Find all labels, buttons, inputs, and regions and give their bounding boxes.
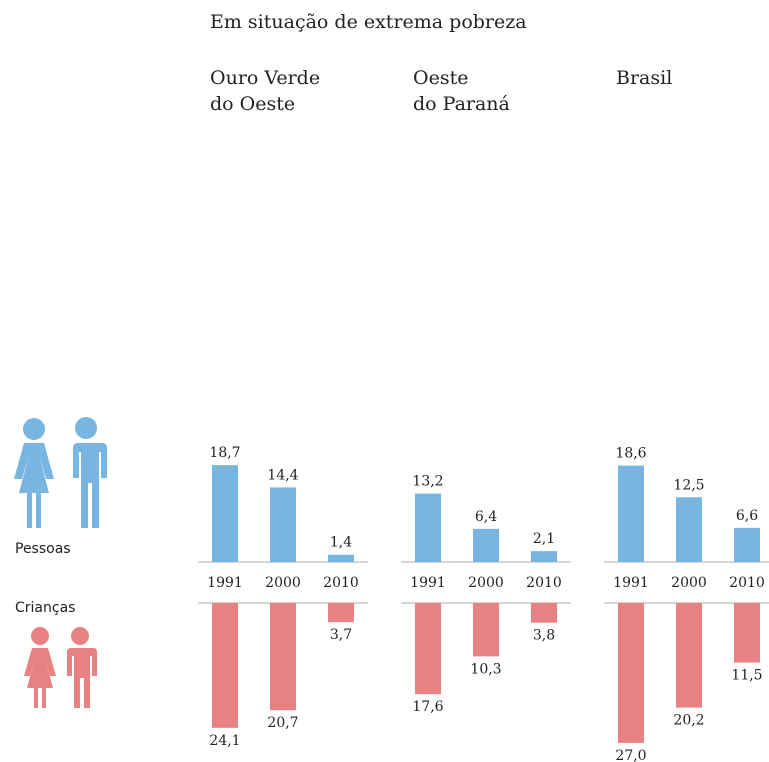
x-tick-label: 2010 [729, 575, 765, 591]
legend-label: Crianças [15, 600, 75, 616]
bar [676, 603, 702, 708]
x-tick-label: 1991 [410, 575, 446, 591]
value-label: 20,7 [267, 715, 298, 731]
bar [328, 554, 354, 562]
value-label: 11,5 [731, 668, 762, 684]
value-label: 6,4 [475, 509, 497, 525]
panel-title: do Oeste [210, 93, 295, 115]
bar [212, 465, 238, 562]
bar [734, 603, 760, 663]
value-label: 20,2 [673, 713, 704, 729]
x-tick-label: 2010 [526, 575, 562, 591]
bar [618, 603, 644, 743]
x-tick-label: 1991 [207, 575, 243, 591]
value-label: 27,0 [615, 748, 646, 762]
child-icons [24, 627, 97, 708]
bar [618, 465, 644, 562]
legend-label: Pessoas [15, 541, 71, 557]
adult-icons [14, 417, 107, 528]
panel-title: Ouro Verde [210, 67, 320, 89]
bar [531, 551, 557, 562]
chart-title: Em situação de extrema pobreza [210, 11, 527, 33]
bar [531, 603, 557, 623]
bar [473, 603, 499, 657]
x-tick-label: 2010 [323, 575, 359, 591]
icons [14, 417, 107, 708]
value-label: 14,4 [267, 467, 298, 483]
bar [270, 603, 296, 711]
value-label: 3,8 [533, 628, 555, 644]
panel-title: Oeste [413, 67, 468, 89]
value-label: 12,5 [673, 477, 704, 493]
bar [415, 603, 441, 695]
value-label: 24,1 [209, 733, 240, 749]
value-label: 1,4 [330, 535, 352, 551]
bar [212, 603, 238, 728]
bar [473, 528, 499, 562]
bar [734, 527, 760, 562]
value-label: 2,1 [533, 531, 555, 547]
bar [676, 497, 702, 562]
bar [328, 603, 354, 623]
panel-title: Brasil [616, 67, 672, 89]
value-label: 10,3 [470, 661, 501, 677]
value-label: 3,7 [330, 627, 352, 643]
value-label: 18,6 [615, 446, 646, 462]
x-tick-label: 2000 [671, 575, 707, 591]
value-label: 13,2 [412, 474, 443, 490]
value-label: 18,7 [209, 445, 240, 461]
panel-title: do Paraná [413, 93, 510, 115]
value-label: 17,6 [412, 699, 443, 715]
bar [270, 487, 296, 562]
value-label: 6,6 [736, 508, 758, 524]
x-tick-label: 2000 [468, 575, 504, 591]
bar [415, 493, 441, 562]
x-tick-label: 2000 [265, 575, 301, 591]
x-tick-label: 1991 [613, 575, 649, 591]
